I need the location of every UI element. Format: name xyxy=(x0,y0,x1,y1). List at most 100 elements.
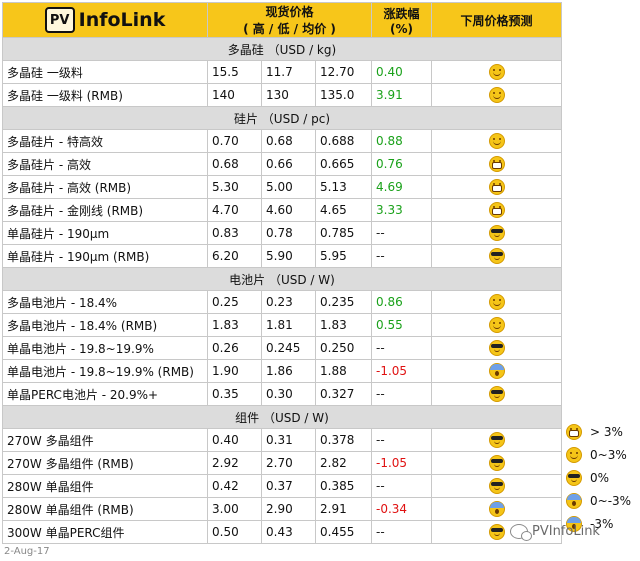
price-high: 2.92 xyxy=(207,451,262,475)
spot-price-header: 现货价格 ( 高 / 低 / 均价 ) xyxy=(207,2,372,38)
price-low: 4.60 xyxy=(261,198,316,222)
price-high: 0.40 xyxy=(207,428,262,452)
price-avg: 0.235 xyxy=(315,290,372,314)
price-avg: 0.385 xyxy=(315,474,372,498)
legend-item: -3% xyxy=(566,514,640,534)
product-name: 270W 多晶组件 xyxy=(2,428,208,452)
cool-face-icon xyxy=(566,470,582,486)
price-change: -- xyxy=(371,336,432,360)
forecast-cell xyxy=(431,60,562,84)
product-name: 多晶硅片 - 特高效 xyxy=(2,129,208,153)
grin-face-icon xyxy=(488,179,505,195)
price-change: 3.91 xyxy=(371,83,432,107)
price-low: 130 xyxy=(261,83,316,107)
table-row: 300W 单晶PERC组件 0.50 0.43 0.455 -- xyxy=(2,520,562,544)
spot-price-subtitle: ( 高 / 低 / 均价 ) xyxy=(243,22,336,36)
section-title: 硅片 （USD / pc) xyxy=(2,106,562,130)
price-high: 0.42 xyxy=(207,474,262,498)
product-name: 单晶电池片 - 19.8~19.9% xyxy=(2,336,208,360)
price-high: 0.26 xyxy=(207,336,262,360)
section-title: 电池片 （USD / W) xyxy=(2,267,562,291)
product-name: 多晶硅片 - 金刚线 (RMB) xyxy=(2,198,208,222)
price-avg: 0.688 xyxy=(315,129,372,153)
section-header-row: 电池片 （USD / W) xyxy=(2,267,562,291)
table-row: 单晶电池片 - 19.8~19.9% (RMB) 1.90 1.86 1.88 -1.0… xyxy=(2,359,562,383)
watermark-text: PVInfoLink xyxy=(532,524,600,539)
price-low: 0.66 xyxy=(261,152,316,176)
change-title: 涨跌幅 xyxy=(383,6,420,21)
pvinfolink-logo: PV InfoLink xyxy=(4,4,207,37)
table-row: 多晶硅片 - 高效 (RMB) 5.30 5.00 5.13 4.69 xyxy=(2,175,562,199)
price-low: 0.245 xyxy=(261,336,316,360)
price-low: 5.90 xyxy=(261,244,316,268)
price-low: 0.43 xyxy=(261,520,316,544)
legend-item: 0~-3% xyxy=(566,491,640,511)
section-title: 组件 （USD / W) xyxy=(2,405,562,429)
product-name: 多晶硅片 - 高效 (RMB) xyxy=(2,175,208,199)
price-low: 0.30 xyxy=(261,382,316,406)
price-change: 0.40 xyxy=(371,60,432,84)
spot-price-title: 现货价格 xyxy=(265,5,314,19)
header-row: PV InfoLink 现货价格 ( 高 / 低 / 均价 ) 涨跌幅 (%) … xyxy=(2,2,562,38)
price-avg: 4.65 xyxy=(315,198,372,222)
product-name: 多晶电池片 - 18.4% (RMB) xyxy=(2,313,208,337)
price-avg: 2.82 xyxy=(315,451,372,475)
price-low: 1.81 xyxy=(261,313,316,337)
price-high: 5.30 xyxy=(207,175,262,199)
table-row: 280W 单晶组件 0.42 0.37 0.385 -- xyxy=(2,474,562,498)
cool-face-icon xyxy=(488,432,505,448)
logo-text: InfoLink xyxy=(78,9,166,31)
cool-face-icon xyxy=(488,248,505,264)
table-row: 280W 单晶组件 (RMB) 3.00 2.90 2.91 -0.34 xyxy=(2,497,562,521)
product-name: 单晶硅片 - 190μm xyxy=(2,221,208,245)
price-low: 0.78 xyxy=(261,221,316,245)
price-avg: 2.91 xyxy=(315,497,372,521)
price-avg: 0.250 xyxy=(315,336,372,360)
price-change: -- xyxy=(371,428,432,452)
product-name: 多晶电池片 - 18.4% xyxy=(2,290,208,314)
forecast-cell xyxy=(431,129,562,153)
happy-face-icon xyxy=(488,87,505,103)
product-name: 单晶电池片 - 19.8~19.9% (RMB) xyxy=(2,359,208,383)
price-avg: 0.665 xyxy=(315,152,372,176)
price-high: 6.20 xyxy=(207,244,262,268)
forecast-cell xyxy=(431,244,562,268)
cool-face-icon xyxy=(488,478,505,494)
cool-face-icon xyxy=(488,340,505,356)
forecast-cell xyxy=(431,336,562,360)
forecast-cell xyxy=(431,313,562,337)
price-high: 15.5 xyxy=(207,60,262,84)
wechat-icon xyxy=(510,524,532,541)
legend-item: 0~3% xyxy=(566,445,640,465)
scream-face-icon xyxy=(488,501,505,517)
price-change: -- xyxy=(371,221,432,245)
price-high: 0.68 xyxy=(207,152,262,176)
price-table: PV InfoLink 现货价格 ( 高 / 低 / 均价 ) 涨跌幅 (%) … xyxy=(2,2,562,544)
section-header-row: 多晶硅 （USD / kg) xyxy=(2,37,562,61)
price-high: 1.90 xyxy=(207,359,262,383)
forecast-cell xyxy=(431,198,562,222)
price-change: 0.88 xyxy=(371,129,432,153)
grin-face-icon xyxy=(488,202,505,218)
product-name: 280W 单晶组件 (RMB) xyxy=(2,497,208,521)
legend-label: 0~3% xyxy=(590,448,627,462)
section-header-row: 硅片 （USD / pc) xyxy=(2,106,562,130)
cool-face-icon xyxy=(488,455,505,471)
price-low: 2.90 xyxy=(261,497,316,521)
price-change: -- xyxy=(371,520,432,544)
table-row: 单晶PERC电池片 - 20.9%+ 0.35 0.30 0.327 -- xyxy=(2,382,562,406)
table-row: 多晶硅 一级料 15.5 11.7 12.70 0.40 xyxy=(2,60,562,84)
price-high: 0.70 xyxy=(207,129,262,153)
price-change: -1.05 xyxy=(371,451,432,475)
cool-face-icon xyxy=(488,386,505,402)
price-low: 11.7 xyxy=(261,60,316,84)
forecast-cell xyxy=(431,83,562,107)
legend-label: 0% xyxy=(590,471,610,485)
table-row: 多晶硅片 - 特高效 0.70 0.68 0.688 0.88 xyxy=(2,129,562,153)
logo-cell: PV InfoLink xyxy=(2,2,208,38)
forecast-cell xyxy=(431,520,562,544)
legend-item: > 3% xyxy=(566,422,640,442)
price-change: 4.69 xyxy=(371,175,432,199)
price-avg: 12.70 xyxy=(315,60,372,84)
price-change: -- xyxy=(371,244,432,268)
